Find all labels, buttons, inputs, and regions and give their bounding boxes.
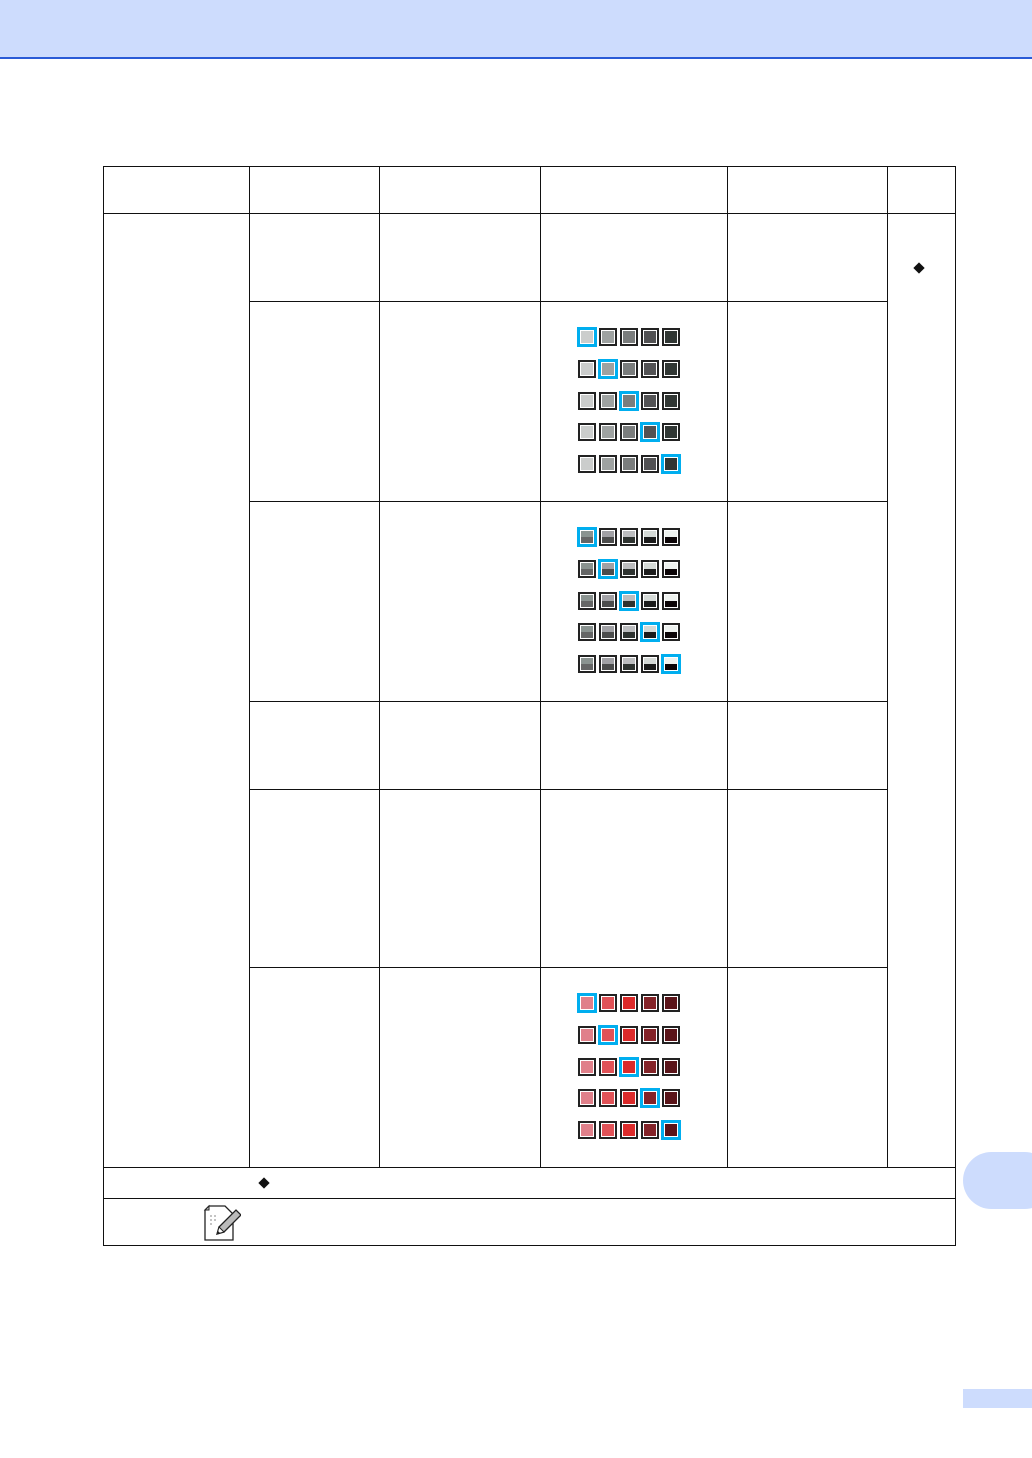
contrast-levels-swatch xyxy=(599,623,617,642)
table-rule xyxy=(249,166,250,1167)
table-rule xyxy=(379,166,380,1167)
red-levels-swatch xyxy=(641,1025,659,1044)
contrast-levels-swatch xyxy=(661,654,681,675)
contrast-levels-swatch xyxy=(599,528,617,546)
red-levels-swatch xyxy=(599,1057,617,1076)
red-levels-swatch xyxy=(620,1025,638,1044)
gray-levels-swatch xyxy=(661,454,681,475)
chapter-tab xyxy=(963,1152,1032,1209)
table-rule xyxy=(955,166,956,1246)
contrast-levels-swatch xyxy=(578,655,596,674)
gray-levels-swatch xyxy=(578,455,596,474)
table-rule xyxy=(249,967,887,968)
header-band xyxy=(0,0,1032,59)
contrast-levels-swatch xyxy=(641,591,659,610)
diamond-icon xyxy=(913,262,925,274)
contrast-levels-swatch xyxy=(641,559,659,578)
gray-levels-swatch xyxy=(599,391,617,410)
gray-levels-swatch xyxy=(662,328,680,346)
table-rule xyxy=(887,166,888,1167)
red-levels-swatch xyxy=(662,1089,680,1108)
contrast-levels-swatch xyxy=(578,559,596,578)
red-levels-swatch xyxy=(620,1121,638,1140)
contrast-levels-swatch xyxy=(620,655,638,674)
table-rule xyxy=(103,166,104,1246)
red-levels-swatch xyxy=(598,1024,618,1045)
gray-levels-swatch xyxy=(619,390,639,411)
red-levels-swatch xyxy=(619,1056,639,1077)
table-rule xyxy=(249,501,887,502)
gray-levels-swatch xyxy=(599,455,617,474)
gray-levels-swatch xyxy=(662,423,680,442)
contrast-levels-swatch xyxy=(620,623,638,642)
contrast-levels-swatch xyxy=(662,559,680,578)
contrast-levels-swatch xyxy=(578,623,596,642)
red-levels-swatch xyxy=(620,1089,638,1108)
contrast-levels-swatch xyxy=(599,591,617,610)
table-rule xyxy=(103,1198,956,1199)
red-levels-swatch xyxy=(599,1089,617,1108)
gray-levels-swatch xyxy=(620,359,638,378)
gray-levels-swatch xyxy=(578,423,596,442)
gray-levels-swatch xyxy=(598,358,618,379)
red-levels-swatch xyxy=(640,1088,660,1109)
contrast-levels-swatch xyxy=(662,623,680,642)
table-rule xyxy=(103,1245,956,1246)
table-rule xyxy=(540,166,541,1167)
gray-levels-swatch xyxy=(641,328,659,346)
contrast-levels-swatch xyxy=(620,528,638,546)
table-rule xyxy=(103,213,956,214)
red-levels-swatch xyxy=(577,993,597,1013)
red-levels-swatch xyxy=(578,1025,596,1044)
gray-levels-swatch xyxy=(620,423,638,442)
gray-levels-swatch xyxy=(640,422,660,443)
table-rule xyxy=(103,1167,956,1168)
gray-levels-swatch xyxy=(578,391,596,410)
red-levels-swatch xyxy=(599,1121,617,1140)
gray-levels-swatch xyxy=(662,391,680,410)
red-levels-swatch xyxy=(620,994,638,1012)
gray-levels-swatch xyxy=(641,455,659,474)
contrast-levels-swatch xyxy=(578,591,596,610)
contrast-levels-swatch xyxy=(641,528,659,546)
gray-levels-swatch xyxy=(620,328,638,346)
contrast-levels-swatch xyxy=(641,655,659,674)
gray-levels-swatch xyxy=(662,359,680,378)
gray-levels-swatch xyxy=(641,391,659,410)
red-levels-swatch xyxy=(578,1121,596,1140)
red-levels-swatch xyxy=(662,994,680,1012)
red-levels-swatch xyxy=(641,1057,659,1076)
red-levels-swatch xyxy=(662,1057,680,1076)
red-levels-swatch xyxy=(641,994,659,1012)
red-levels-swatch xyxy=(578,1089,596,1108)
table-rule xyxy=(249,789,887,790)
red-levels-swatch xyxy=(599,994,617,1012)
gray-levels-swatch xyxy=(599,423,617,442)
red-levels-swatch xyxy=(662,1025,680,1044)
gray-levels-swatch xyxy=(620,455,638,474)
table-rule xyxy=(249,301,887,302)
table-rule xyxy=(727,166,728,1167)
red-levels-swatch xyxy=(661,1120,681,1141)
table-rule xyxy=(103,166,956,167)
contrast-levels-swatch xyxy=(577,527,597,547)
red-levels-swatch xyxy=(578,1057,596,1076)
note-pencil-icon xyxy=(203,1204,241,1241)
page-number-tab xyxy=(963,1389,1032,1408)
contrast-levels-swatch xyxy=(599,655,617,674)
gray-levels-swatch xyxy=(577,327,597,347)
red-levels-swatch xyxy=(641,1121,659,1140)
gray-levels-swatch xyxy=(578,359,596,378)
contrast-levels-swatch xyxy=(640,622,660,643)
table-rule xyxy=(249,701,887,702)
contrast-levels-swatch xyxy=(662,528,680,546)
contrast-levels-swatch xyxy=(620,559,638,578)
diamond-icon xyxy=(258,1177,270,1189)
contrast-levels-swatch xyxy=(619,590,639,611)
gray-levels-swatch xyxy=(599,328,617,346)
contrast-levels-swatch xyxy=(662,591,680,610)
gray-levels-swatch xyxy=(641,359,659,378)
contrast-levels-swatch xyxy=(598,558,618,579)
